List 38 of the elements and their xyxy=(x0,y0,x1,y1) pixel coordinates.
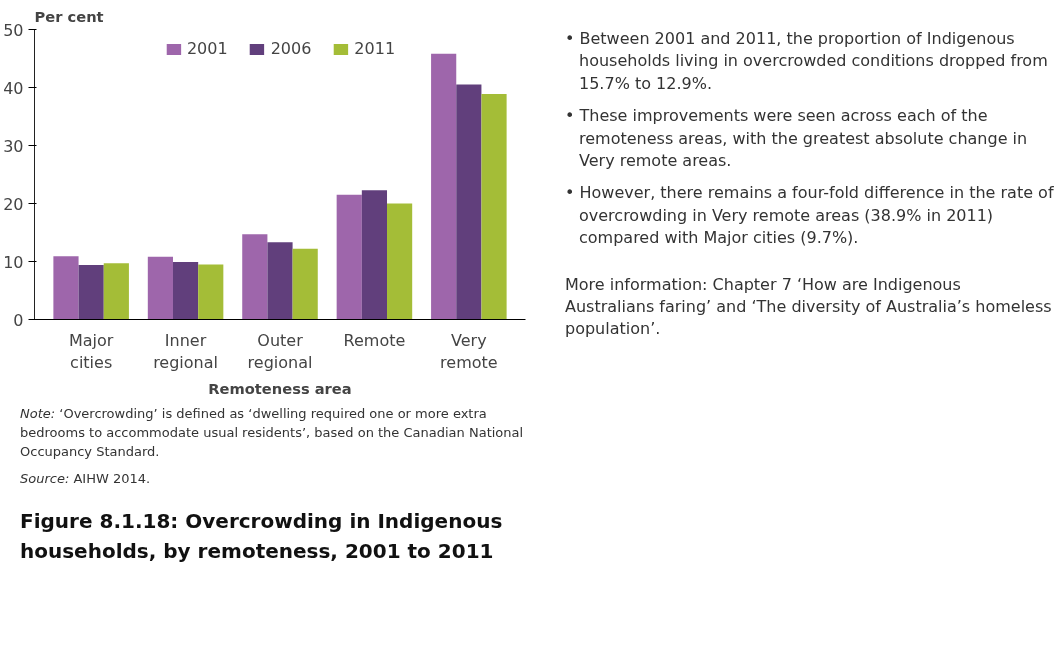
text: • Between 2001 and 2011, the proportion of Indigenous households living in overcrowded conditions dropped from 15.7% to 12.9%. xyxy=(565,28,1049,95)
bar xyxy=(481,93,507,320)
legend-label: 2011 xyxy=(354,39,396,58)
y-tick-label: 50 xyxy=(3,20,24,40)
legend-label: 2006 xyxy=(270,39,312,58)
y-tick-label: 30 xyxy=(3,136,24,156)
bar xyxy=(361,190,388,320)
source-note: Source: AIHW 2014. xyxy=(20,469,152,488)
x-tick-label: Major cities xyxy=(68,330,114,373)
bar xyxy=(147,256,173,320)
bar xyxy=(242,234,268,320)
bar xyxy=(198,264,224,320)
text: • However, there remains a four-fold difference in the rate of overcrowding in Very remote areas (38.9% in 2011) compared with Major cities (9.7%). xyxy=(565,182,1055,250)
bar xyxy=(267,242,293,320)
legend-label: 2001 xyxy=(186,39,228,58)
text: More information: Chapter 7 ‘How are Indigenous Australians faring’ and ‘The diversity of Australia’s homeless population’. xyxy=(565,273,1053,341)
bar xyxy=(172,262,199,320)
x-tick-label: Outer regional xyxy=(247,330,313,373)
x-tick-label: Very remote xyxy=(440,330,498,373)
bar xyxy=(292,248,318,320)
bar xyxy=(387,203,413,320)
text: Figure 8.1.18: Overcrowding in Indigenous households, by remoteness, 2001 to 2011 xyxy=(20,508,504,566)
text: Note: ‘Overcrowding’ is defined as ‘dwelling required one or more extra bedrooms to accommodate usual residents’, based on the Canadian National Occupancy Standard. xyxy=(20,405,525,461)
text: • These improvements were seen across each of the remoteness areas, with the greatest absolute change in Very remote areas. xyxy=(565,105,1029,172)
bar xyxy=(78,264,104,320)
x-tick-label: Remote xyxy=(343,330,406,350)
x-axis-title: Remoteness area xyxy=(208,380,352,398)
bar xyxy=(456,84,482,320)
bar xyxy=(336,194,362,320)
y-tick-label: 40 xyxy=(3,78,24,98)
bar xyxy=(103,263,129,320)
x-tick-label: Inner regional xyxy=(153,330,219,373)
y-tick-label: 0 xyxy=(13,310,24,330)
y-axis-title: Per cent xyxy=(34,7,104,25)
y-tick-label: 20 xyxy=(3,194,24,214)
bar xyxy=(53,256,79,320)
y-tick-label: 10 xyxy=(3,252,24,272)
bar xyxy=(431,53,457,320)
